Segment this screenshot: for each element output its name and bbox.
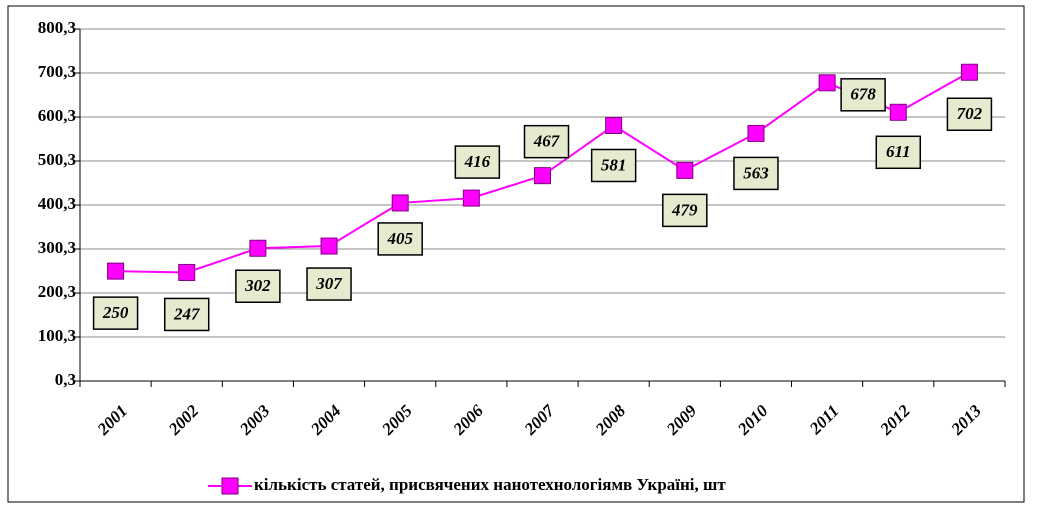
marker [462, 189, 480, 207]
y-tick-label: 700,3 [38, 62, 76, 81]
marker [107, 262, 125, 280]
data-label-box [590, 148, 637, 183]
data-label-box [662, 193, 708, 228]
data-label: 307 [315, 274, 343, 293]
data-label: 250 [102, 303, 129, 322]
data-label-box [306, 267, 352, 301]
y-tick-label: 200,3 [38, 282, 76, 301]
x-tick-label: 2008 [591, 401, 630, 440]
data-label-box [840, 78, 886, 112]
marker [605, 116, 623, 134]
x-tick-label: 2003 [235, 401, 274, 440]
data-label: 416 [464, 152, 491, 171]
legend-label: кількість статей, присвячених нанотехнол… [254, 475, 726, 494]
y-tick-label: 500,3 [38, 150, 76, 169]
marker [889, 103, 907, 121]
x-tick-label: 2011 [805, 401, 843, 439]
data-label: 563 [743, 163, 769, 182]
y-tick-label: 400,3 [38, 194, 76, 213]
marker [676, 161, 694, 179]
data-label-box [163, 297, 210, 332]
data-label: 702 [957, 104, 983, 123]
marker [818, 74, 836, 92]
x-tick-label: 2004 [306, 401, 344, 439]
x-tick-label: 2013 [947, 401, 986, 440]
data-label-box [946, 97, 993, 132]
data-label: 302 [244, 276, 271, 295]
data-label: 479 [671, 200, 698, 219]
data-label-box [454, 145, 501, 179]
marker [178, 263, 196, 281]
data-label: 467 [533, 132, 561, 151]
marker [320, 237, 338, 255]
x-tick-label: 2009 [662, 401, 701, 440]
data-label-box [875, 135, 922, 170]
x-tick-label: 2002 [164, 401, 203, 440]
marker [391, 194, 409, 212]
data-label: 581 [601, 155, 627, 174]
x-tick-label: 2012 [876, 401, 915, 440]
y-tick-label: 100,3 [38, 326, 76, 345]
x-tick-label: 2007 [520, 400, 559, 439]
x-tick-label: 2001 [93, 401, 131, 439]
x-tick-label: 2005 [378, 401, 417, 440]
data-label: 247 [173, 304, 201, 323]
x-tick-label: 2006 [449, 401, 488, 440]
x-tick-label: 2010 [733, 401, 772, 440]
data-label: 405 [386, 229, 413, 248]
data-label-box [733, 156, 779, 191]
legend-marker [221, 477, 239, 495]
frame [7, 5, 1025, 503]
marker [747, 124, 765, 142]
data-label-box [92, 296, 139, 330]
marker [960, 63, 978, 81]
data-label: 678 [850, 85, 876, 104]
y-tick-label: 300,3 [38, 238, 76, 257]
marker [534, 167, 551, 185]
data-label: 611 [886, 142, 911, 161]
marker [249, 239, 267, 257]
data-label-box [523, 124, 570, 159]
data-label-box [377, 222, 423, 256]
data-label-box [235, 269, 281, 304]
y-tick-label: 0,3 [55, 370, 76, 389]
y-tick-label: 800,3 [38, 18, 76, 37]
y-tick-label: 600,3 [38, 106, 76, 125]
